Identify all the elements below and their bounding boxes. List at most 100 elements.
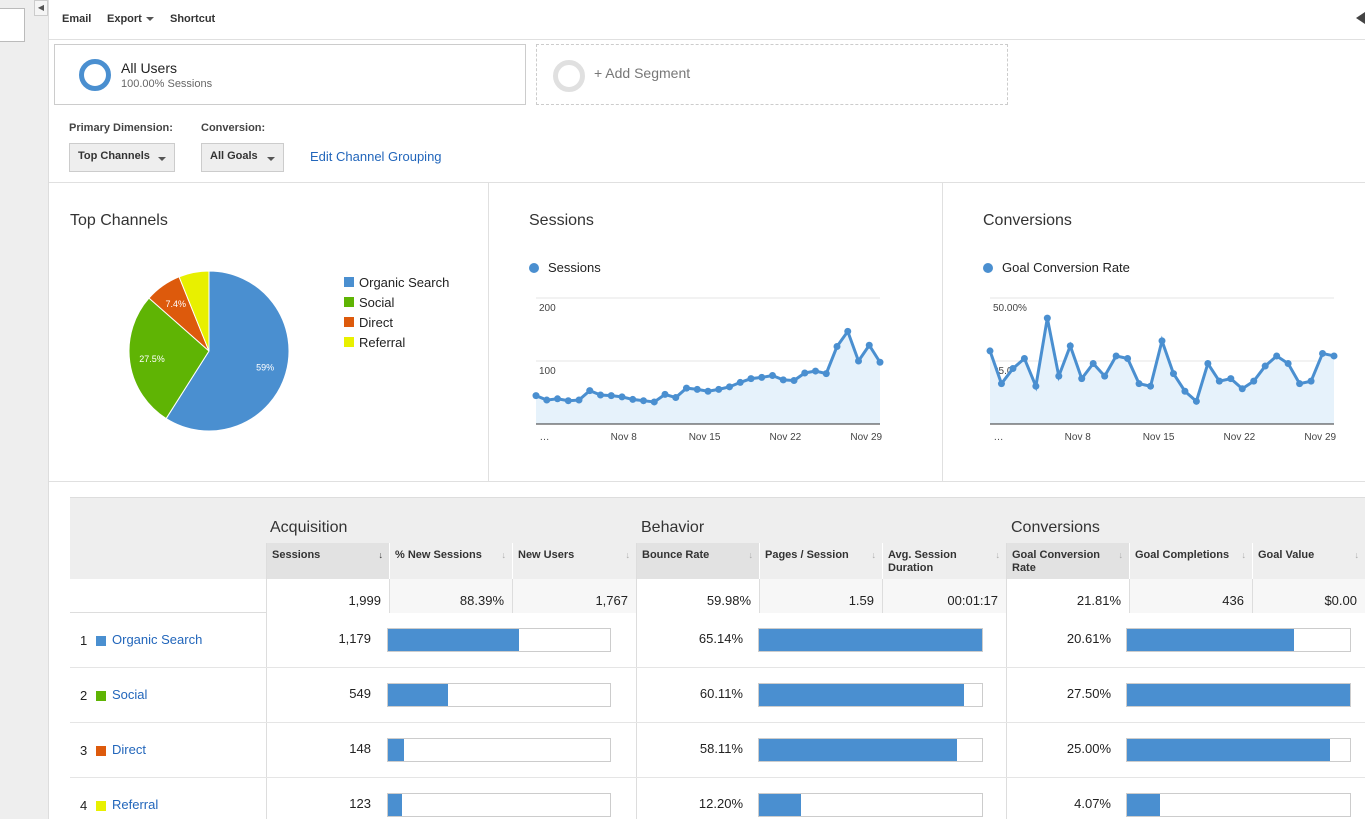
sort-arrow-icon: ↓ [501, 550, 507, 560]
data-point [575, 396, 583, 404]
x-tick-label: Nov 29 [850, 432, 882, 443]
x-tick-label: … [993, 432, 1003, 443]
pie-slice-label: 7.4% [165, 299, 186, 309]
sessions-bar [387, 683, 611, 707]
sort-arrow-icon: ↓ [748, 550, 754, 560]
pie-slice-organic-search [165, 270, 290, 432]
data-point [1330, 352, 1338, 360]
goal-conversion-bar [1126, 683, 1351, 707]
col-label: Bounce Rate [642, 549, 710, 561]
data-point [1261, 362, 1269, 370]
top-channels-legend: Organic Search Social Direct Referral [344, 272, 449, 352]
left-search-input[interactable] [0, 8, 25, 42]
report-toolbar: Email Export Shortcut [49, 0, 1365, 40]
conversion-select[interactable]: All Goals [201, 143, 284, 172]
data-point [1043, 314, 1051, 322]
collapse-left-icon[interactable] [1356, 12, 1365, 24]
column-separator [1006, 543, 1007, 819]
data-point [554, 395, 561, 403]
data-point [1192, 397, 1200, 405]
x-tick-label: Nov 22 [1224, 432, 1256, 443]
chevron-down-icon [145, 17, 154, 22]
channel-link-organic-search[interactable]: Organic Search [112, 632, 203, 647]
col-goal-completions[interactable]: Goal Completions ↓ [1129, 543, 1252, 579]
pie-slice-label: 59% [256, 362, 274, 372]
sessions-value: 549 [349, 686, 371, 701]
export-button[interactable]: Export [107, 13, 154, 25]
bar-fill [759, 739, 957, 761]
primary-dimension-value: Top Channels [78, 150, 150, 162]
data-point [1158, 337, 1166, 345]
sort-arrow-icon: ↓ [1354, 550, 1360, 560]
data-point [844, 327, 852, 335]
primary-dimension-label: Primary Dimension: [69, 122, 173, 134]
email-button[interactable]: Email [62, 13, 92, 25]
col-sessions[interactable]: Sessions ↓ [266, 543, 389, 579]
data-point [769, 371, 776, 379]
column-separator [266, 543, 267, 819]
col-avg-duration[interactable]: Avg. Session Duration ↓ [882, 543, 1006, 579]
export-label: Export [107, 13, 142, 25]
table-row: 4 Referral 123 12.20% 4.07% [70, 778, 1365, 819]
shortcut-button[interactable]: Shortcut [170, 13, 216, 25]
edit-channel-grouping-link[interactable]: Edit Channel Grouping [310, 149, 442, 164]
col-goal-value[interactable]: Goal Value ↓ [1252, 543, 1365, 579]
table-group-header: Acquisition Behavior Conversions [70, 497, 1365, 543]
x-tick-label: Nov 15 [689, 432, 721, 443]
col-new-users[interactable]: New Users ↓ [512, 543, 636, 579]
segment-all-users[interactable]: All Users 100.00% Sessions [54, 44, 526, 105]
sort-arrow-icon: ↓ [1241, 550, 1247, 560]
table-column-header: Sessions ↓ % New Sessions ↓ New Users ↓ Bou… [70, 543, 1365, 579]
data-point [833, 343, 841, 351]
bounce-rate-bar [758, 738, 983, 762]
col-pages-session[interactable]: Pages / Session ↓ [759, 543, 882, 579]
pie-slice-social [128, 297, 210, 420]
conversions-line-chart: 50.00%25.00%… Nov 8 Nov 15 Nov 22 Nov 29 [986, 297, 1338, 443]
data-point [736, 378, 744, 386]
data-point [779, 376, 787, 384]
sessions-bar [387, 738, 611, 762]
row-number: 2 [80, 688, 88, 703]
collapse-sidebar-button[interactable]: ◀ [34, 0, 48, 16]
channel-link-direct[interactable]: Direct [112, 742, 146, 757]
row-number: 3 [80, 743, 88, 758]
data-point [1215, 377, 1223, 385]
data-point [1032, 382, 1040, 390]
bar-fill [388, 739, 404, 761]
data-point [661, 390, 669, 398]
bar-fill [388, 684, 448, 706]
total-cell: 1,767 [512, 579, 636, 613]
data-point [543, 396, 551, 404]
total-cell: 88.39% [389, 579, 512, 613]
data-point [865, 341, 873, 349]
data-point [1204, 360, 1212, 368]
data-point [1319, 349, 1327, 357]
add-segment-button[interactable]: + Add Segment [536, 44, 1008, 105]
left-panel [0, 0, 49, 819]
row-color-swatch [96, 691, 106, 701]
data-point [758, 373, 766, 381]
series-dot-icon [529, 262, 539, 273]
bar-fill [1127, 739, 1330, 761]
col-bounce-rate[interactable]: Bounce Rate ↓ [636, 543, 759, 579]
col-goal-conversion-rate[interactable]: Goal Conversion Rate ↓ [1006, 543, 1129, 579]
row-color-swatch [96, 636, 106, 646]
col-new-sessions[interactable]: % New Sessions ↓ [389, 543, 512, 579]
series-name: Sessions [548, 260, 601, 275]
data-point [1112, 352, 1120, 360]
col-label: Sessions [272, 549, 321, 561]
data-point [693, 385, 701, 393]
sort-arrow-icon: ↓ [378, 550, 384, 560]
pie-slice-referral [178, 270, 210, 352]
goal-conversion-bar [1126, 738, 1351, 762]
data-point [1066, 342, 1074, 350]
channel-link-referral[interactable]: Referral [112, 797, 159, 812]
x-tick-label: Nov 15 [1143, 432, 1175, 443]
bounce-rate-value: 60.11% [699, 686, 743, 701]
channel-link-social[interactable]: Social [112, 687, 148, 702]
data-point [586, 387, 594, 395]
bounce-rate-bar [758, 683, 983, 707]
primary-dimension-select[interactable]: Top Channels [69, 143, 175, 172]
data-point [532, 392, 540, 400]
conversions-title: Conversions [983, 212, 1072, 229]
